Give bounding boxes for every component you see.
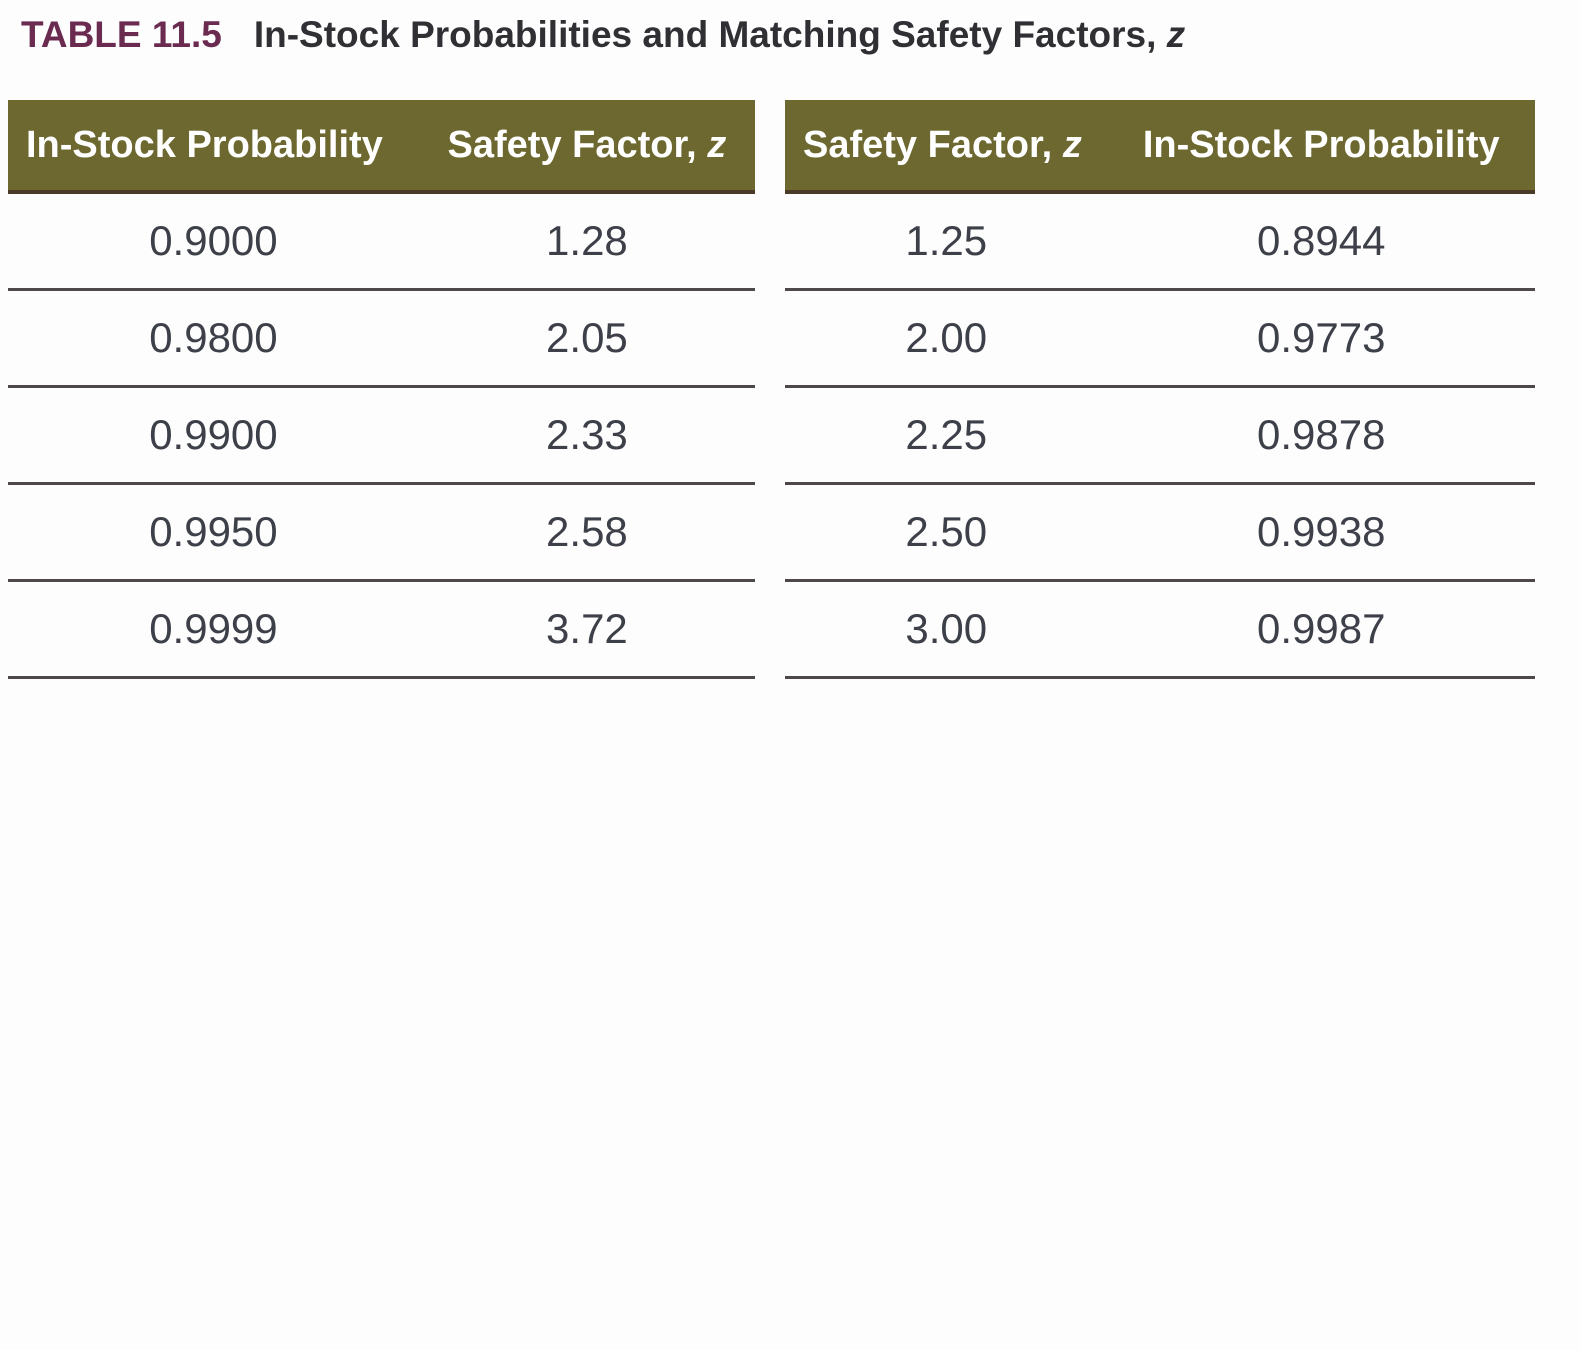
cell-safety-factor: 1.25 <box>785 192 1108 291</box>
table-row: 3.00 0.9987 <box>785 580 1535 679</box>
left-table-header: In-Stock Probability Safety Factor, z <box>8 100 755 194</box>
left-header-instock-probability: In-Stock Probability <box>8 100 419 194</box>
header-label: Safety Factor, <box>447 123 708 166</box>
cell-in-stock-probability: 0.9999 <box>8 580 419 679</box>
cell-in-stock-probability: 0.9800 <box>8 289 419 388</box>
header-label: Safety Factor, <box>803 123 1063 166</box>
right-table-body: 1.25 0.8944 2.00 0.9773 2.25 0.9878 2.50… <box>785 192 1535 679</box>
table-row: 2.25 0.9878 <box>785 386 1535 485</box>
header-label: In-Stock Probability <box>26 123 383 166</box>
table-number-label: TABLE 11.5 <box>21 14 222 55</box>
table-row: 0.9000 1.28 <box>8 192 755 291</box>
table-title: In-Stock Probabilities and Matching Safe… <box>254 14 1185 55</box>
header-label: In-Stock Probability <box>1142 123 1500 166</box>
right-table: Safety Factor, z In-Stock Probability 1.… <box>785 100 1535 679</box>
table-title-text: In-Stock Probabilities and Matching Safe… <box>253 14 1167 55</box>
table-caption: TABLE 11.5 In-Stock Probabilities and Mat… <box>21 12 1185 58</box>
cell-safety-factor: 1.28 <box>418 192 755 291</box>
cell-in-stock-probability: 0.8944 <box>1107 192 1535 291</box>
table-row: 0.9999 3.72 <box>8 580 755 679</box>
cell-in-stock-probability: 0.9773 <box>1107 289 1535 388</box>
right-header-safety-factor-z: Safety Factor, z <box>785 100 1108 194</box>
table-row: 0.9800 2.05 <box>8 289 755 388</box>
cell-safety-factor: 3.00 <box>785 580 1108 679</box>
cell-in-stock-probability: 0.9938 <box>1107 483 1535 582</box>
right-table-header: Safety Factor, z In-Stock Probability <box>785 100 1535 194</box>
cell-safety-factor: 3.72 <box>418 580 755 679</box>
cell-safety-factor: 2.25 <box>785 386 1108 485</box>
cell-in-stock-probability: 0.9000 <box>8 192 419 291</box>
header-row: Safety Factor, z In-Stock Probability <box>785 100 1535 194</box>
right-header-instock-probability: In-Stock Probability <box>1107 100 1535 194</box>
table-row: 0.9950 2.58 <box>8 483 755 582</box>
left-table: In-Stock Probability Safety Factor, z 0.… <box>8 100 755 679</box>
cell-safety-factor: 2.33 <box>418 386 755 485</box>
header-label-italic: z <box>707 123 727 166</box>
table-title-italic-z: z <box>1166 14 1186 55</box>
cell-safety-factor: 2.05 <box>418 289 755 388</box>
cell-in-stock-probability: 0.9950 <box>8 483 419 582</box>
tables-container: In-Stock Probability Safety Factor, z 0.… <box>8 100 1535 679</box>
table-row: 1.25 0.8944 <box>785 192 1535 291</box>
cell-in-stock-probability: 0.9878 <box>1107 386 1535 485</box>
cell-in-stock-probability: 0.9900 <box>8 386 419 485</box>
left-table-body: 0.9000 1.28 0.9800 2.05 0.9900 2.33 0.99… <box>8 192 755 679</box>
header-row: In-Stock Probability Safety Factor, z <box>8 100 755 194</box>
table-row: 0.9900 2.33 <box>8 386 755 485</box>
cell-safety-factor: 2.00 <box>785 289 1108 388</box>
cell-in-stock-probability: 0.9987 <box>1107 580 1535 679</box>
cell-safety-factor: 2.50 <box>785 483 1108 582</box>
table-row: 2.50 0.9938 <box>785 483 1535 582</box>
header-label-italic: z <box>1062 123 1082 166</box>
table-row: 2.00 0.9773 <box>785 289 1535 388</box>
left-header-safety-factor-z: Safety Factor, z <box>418 100 755 194</box>
cell-safety-factor: 2.58 <box>418 483 755 582</box>
